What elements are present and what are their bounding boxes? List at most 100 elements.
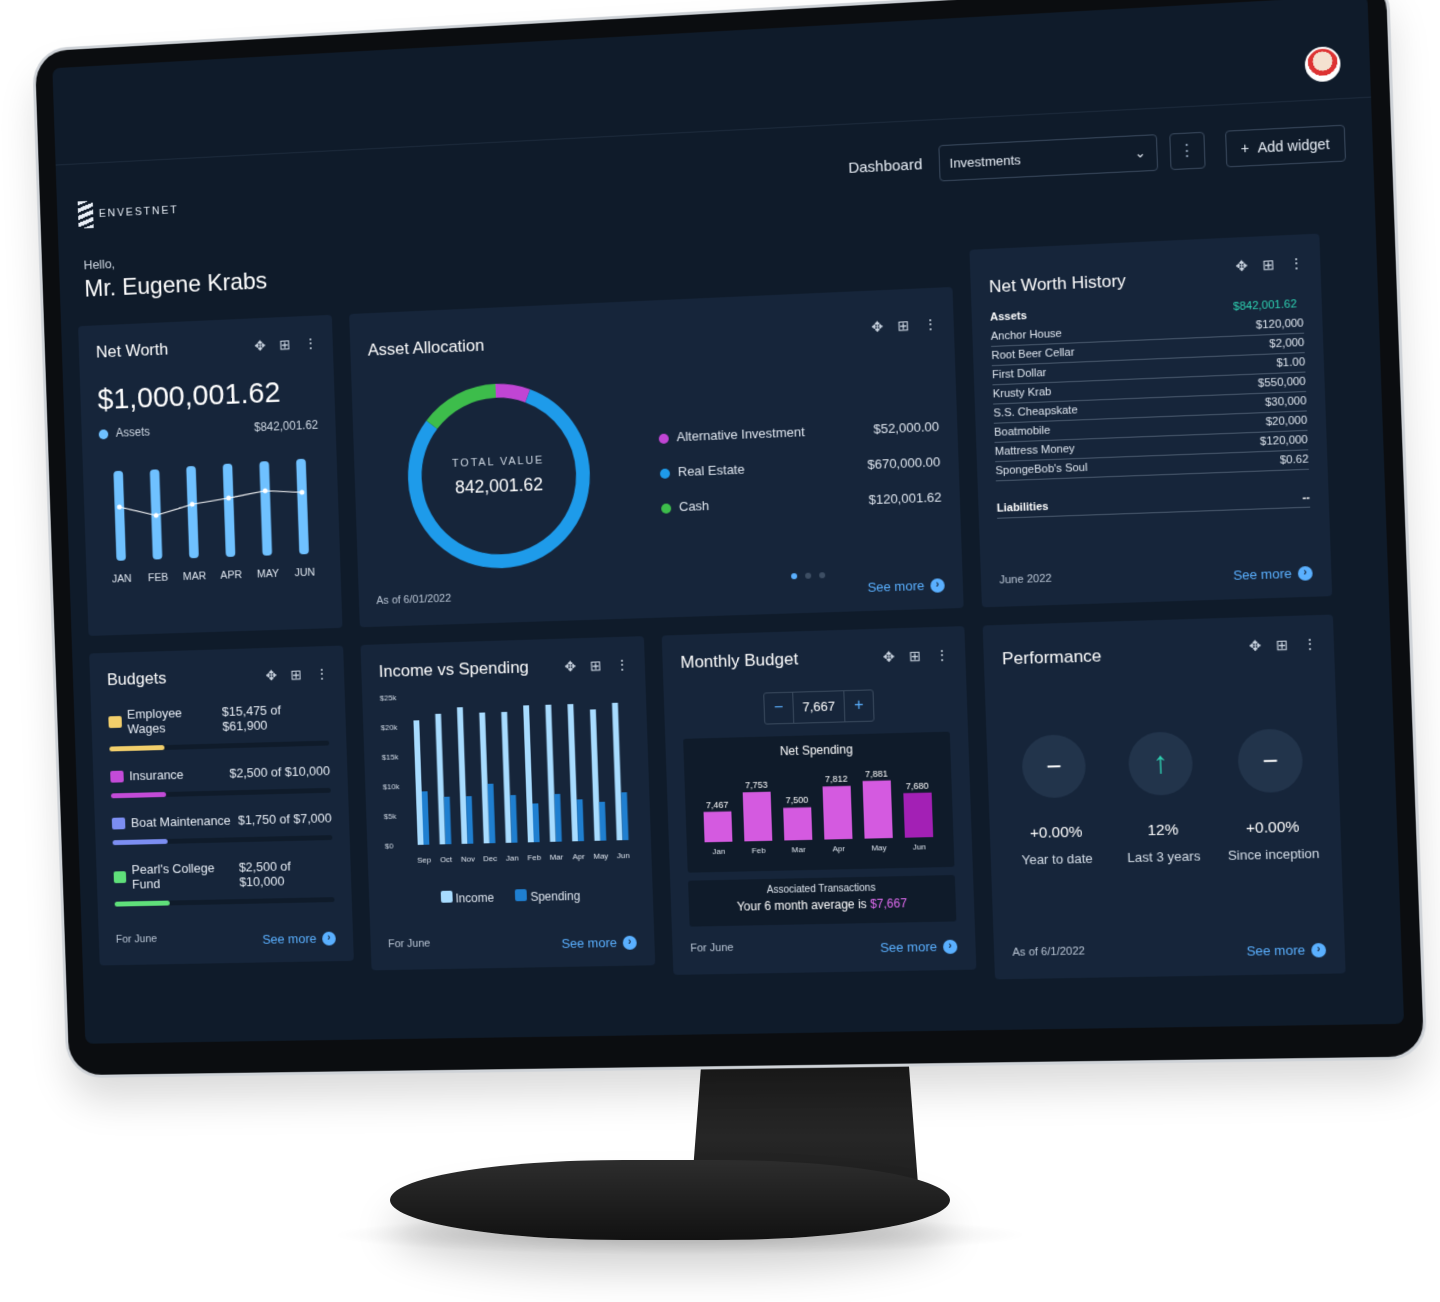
x-tick-label: Oct (440, 855, 453, 864)
chevron-right-icon: › (322, 931, 336, 945)
bar-value-label: 7,753 (745, 780, 768, 791)
budget-line: Boat Maintenance $1,750 of $7,000 (112, 810, 332, 830)
see-more-link[interactable]: See more › (1246, 942, 1326, 959)
card-tools: ✥ ⊞ ⋮ (1249, 636, 1318, 655)
perf-label: Last 3 years (1107, 848, 1221, 866)
pager-dot[interactable] (805, 573, 811, 579)
history-value: $120,000 (1256, 317, 1304, 331)
brand-logo[interactable]: ENVESTNET (78, 196, 179, 228)
move-icon[interactable]: ✥ (254, 337, 266, 354)
chevron-right-icon: › (930, 578, 945, 593)
history-label: Mattress Money (995, 443, 1075, 458)
hierarchy-icon[interactable]: ⊞ (1276, 636, 1289, 654)
x-tick-label: Jan (506, 853, 519, 862)
spending-swatch (515, 889, 527, 901)
stepper-value[interactable]: 7,667 (792, 691, 845, 723)
history-date: June 2022 (999, 573, 1052, 587)
hierarchy-icon[interactable]: ⊞ (290, 667, 302, 684)
history-value: $120,000 (1260, 434, 1308, 448)
see-more-label: See more (1233, 566, 1292, 583)
hierarchy-icon[interactable]: ⊞ (909, 648, 921, 665)
income-spending-card: Income vs Spending ✥ ⊞ ⋮ $25k $20k $15k $10… (360, 636, 655, 970)
increment-button[interactable]: + (845, 696, 874, 715)
net-worth-bar (113, 471, 126, 561)
move-icon[interactable]: ✥ (883, 648, 895, 665)
income-swatch (440, 891, 452, 903)
hierarchy-icon[interactable]: ⊞ (590, 657, 602, 674)
performance-3y: ↑ 12% Last 3 years (1103, 731, 1221, 866)
move-icon[interactable]: ✥ (1235, 257, 1248, 275)
y-tick-label: $10k (383, 782, 400, 791)
see-more-link[interactable]: See more › (262, 931, 336, 947)
history-value: $0.62 (1280, 453, 1309, 466)
chevron-right-icon: › (1298, 565, 1313, 580)
income-bar (413, 720, 423, 845)
decrement-button[interactable]: − (764, 699, 793, 718)
history-value: $20,000 (1266, 415, 1308, 429)
budget-item: Pearl's College Fund $2,500 of $10,000 (113, 858, 334, 907)
net-spending-bar (743, 792, 773, 842)
bar-value-label: 7,500 (786, 795, 809, 806)
hierarchy-icon[interactable]: ⊞ (1262, 256, 1275, 274)
x-tick-label: Jun (617, 851, 630, 860)
carousel-pager (791, 572, 825, 579)
see-more-link[interactable]: See more › (561, 935, 637, 951)
x-tick-label: Jun (913, 842, 926, 852)
hierarchy-icon[interactable]: ⊞ (897, 317, 909, 335)
budget-label-group: Pearl's College Fund (113, 860, 239, 892)
add-widget-label: Add widget (1257, 136, 1330, 156)
x-tick-label: Feb (527, 853, 541, 862)
graduation-cap-icon (114, 871, 127, 883)
legend-dot-icon (659, 433, 669, 443)
more-options-button[interactable]: ⋮ (1169, 132, 1205, 170)
ship-icon (112, 817, 126, 829)
kebab-icon[interactable]: ⋮ (615, 657, 629, 674)
history-label: SpongeBob's Soul (995, 462, 1087, 478)
income-bar (457, 707, 468, 844)
net-worth-bar (296, 459, 309, 555)
legend-income: Income (455, 891, 494, 906)
pager-dot[interactable] (791, 573, 797, 579)
move-icon[interactable]: ✥ (265, 667, 277, 684)
performance-date: As of 6/1/2022 (1012, 945, 1085, 958)
dashboard-screen: ENVESTNET Dashboard Investments ⌄ ⋮ + Ad… (52, 0, 1404, 1044)
kebab-icon[interactable]: ⋮ (1302, 636, 1317, 654)
perf-label: Year to date (1001, 850, 1114, 868)
pager-dot[interactable] (819, 572, 825, 578)
up-arrow-icon: ↑ (1128, 731, 1194, 796)
budget-label: Employee Wages (127, 704, 223, 736)
add-widget-button[interactable]: + Add widget (1225, 125, 1346, 168)
move-icon[interactable]: ✥ (1249, 637, 1262, 655)
see-more-link[interactable]: See more › (867, 577, 945, 595)
move-icon[interactable]: ✥ (871, 318, 883, 336)
minus-icon: − (1237, 728, 1304, 793)
budget-progress-track (109, 741, 329, 752)
monthly-budget-card: Monthly Budget ✥ ⊞ ⋮ − 7,667 + Net Spend… (662, 626, 977, 975)
see-more-link[interactable]: See more › (1233, 565, 1313, 583)
kebab-icon[interactable]: ⋮ (304, 335, 318, 352)
hierarchy-icon[interactable]: ⊞ (279, 336, 291, 353)
dashboard-select[interactable]: Investments ⌄ (938, 134, 1158, 181)
see-more-label: See more (867, 578, 924, 595)
select-value: Investments (949, 152, 1021, 171)
net-spending-bar (783, 807, 812, 840)
history-rows: Anchor House $120,000 Root Beer Cellar $2,0… (990, 314, 1308, 481)
budget-label: Insurance (129, 767, 184, 783)
income-bar (479, 712, 489, 843)
budget-progress-track (115, 897, 335, 906)
trend-line (119, 489, 303, 516)
kebab-icon[interactable]: ⋮ (315, 666, 329, 683)
wallet-icon (108, 716, 121, 728)
kebab-icon[interactable]: ⋮ (935, 647, 950, 665)
kebab-icon[interactable]: ⋮ (1289, 255, 1304, 273)
logo-icon (78, 201, 94, 229)
monitor-stand-base (390, 1160, 950, 1240)
income-spending-chart: $25k$20k$15k$10k$5k$0Sep Oct Nov Dec Jan Feb M… (379, 684, 640, 879)
move-icon[interactable]: ✥ (564, 658, 576, 675)
as-of-date: As of 6/01/2022 (376, 593, 451, 607)
avatar[interactable] (1304, 46, 1341, 83)
budget-stepper[interactable]: − 7,667 + (763, 689, 874, 724)
kebab-icon[interactable]: ⋮ (923, 316, 938, 334)
income-footnote: For June (388, 938, 431, 951)
see-more-link[interactable]: See more › (880, 939, 958, 956)
